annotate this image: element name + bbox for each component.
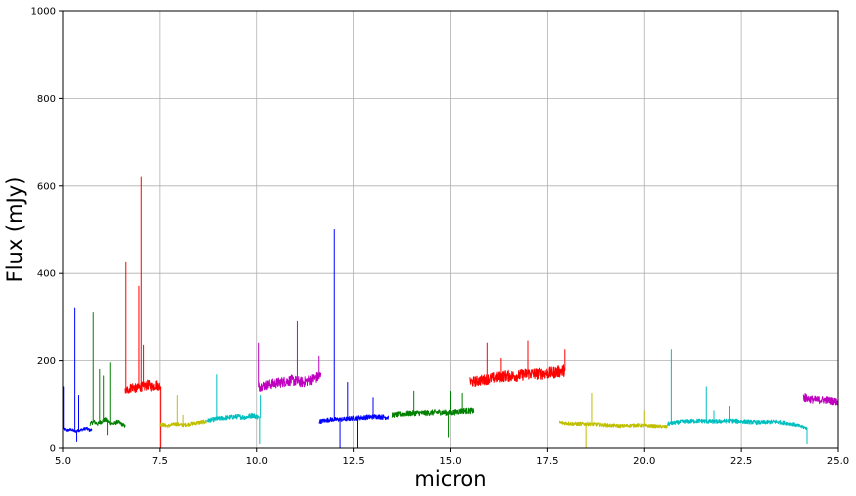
- y-tick-label: 800: [37, 94, 56, 105]
- series-line-9: [469, 340, 566, 388]
- x-tick-label: 7.5: [152, 456, 168, 467]
- y-axis-label: Flux (mJy): [3, 177, 27, 283]
- x-tick-label: 15.0: [439, 456, 461, 467]
- series-line-11: [667, 349, 808, 445]
- x-tick-label: 12.5: [342, 456, 364, 467]
- series-line-12: [802, 379, 839, 406]
- x-tick-label: 20.0: [633, 456, 655, 467]
- series-line-8: [391, 390, 475, 438]
- x-tick-label: 5.0: [55, 456, 71, 467]
- series-line-4: [159, 395, 207, 429]
- series-line-10: [558, 392, 668, 449]
- x-axis-label: micron: [414, 467, 486, 491]
- y-tick-label: 1000: [31, 7, 56, 18]
- series-layer: [62, 176, 839, 449]
- x-tick-label: 17.5: [536, 456, 558, 467]
- x-tick-label: 10.0: [246, 456, 268, 467]
- series-line-6: [258, 320, 322, 392]
- y-axis-ticks: 0 200 400 600 800 1000: [31, 7, 63, 455]
- series-line-1: [62, 307, 93, 442]
- series-line-3: [124, 176, 162, 449]
- series-line-2: [89, 312, 126, 436]
- y-tick-label: 400: [37, 269, 56, 280]
- x-axis-ticks: 5.0 7.5 10.0 12.5 15.0 17.5 20.0 22.5 25.0: [55, 448, 849, 467]
- x-tick-label: 25.0: [827, 456, 849, 467]
- series-line-5: [206, 374, 262, 445]
- y-tick-label: 0: [50, 444, 56, 455]
- y-tick-label: 600: [37, 181, 56, 192]
- y-tick-label: 200: [37, 356, 56, 367]
- x-tick-label: 22.5: [730, 456, 752, 467]
- series-line-7: [318, 229, 389, 449]
